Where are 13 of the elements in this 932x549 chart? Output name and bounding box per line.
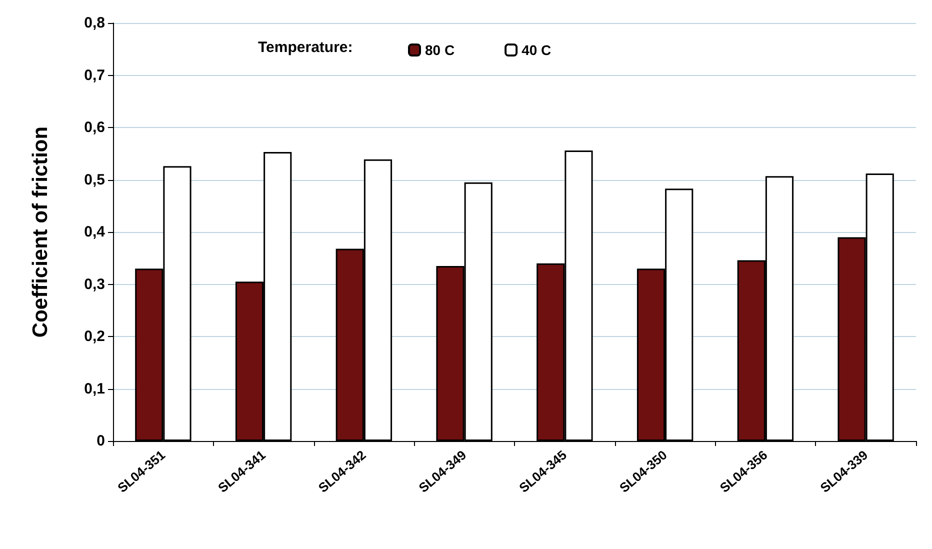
y-tick-label: 0,1 bbox=[84, 380, 105, 398]
y-tick-label: 0 bbox=[96, 432, 105, 450]
y-tick-label: 0,3 bbox=[84, 276, 105, 293]
legend-label: 80 C bbox=[425, 42, 455, 58]
y-tick-label: 0,8 bbox=[84, 14, 105, 32]
legend-label: 40 C bbox=[522, 42, 552, 58]
y-tick-label: 0,5 bbox=[84, 171, 105, 188]
y-axis-title: Coefficient of friction bbox=[29, 126, 52, 338]
y-tick-label: 0,2 bbox=[84, 328, 105, 345]
legend-title: Temperature: bbox=[258, 39, 353, 56]
y-tick-label: 0,6 bbox=[84, 119, 105, 136]
y-tick-label: 0,4 bbox=[84, 224, 106, 240]
y-tick-label: 0,7 bbox=[84, 66, 105, 84]
